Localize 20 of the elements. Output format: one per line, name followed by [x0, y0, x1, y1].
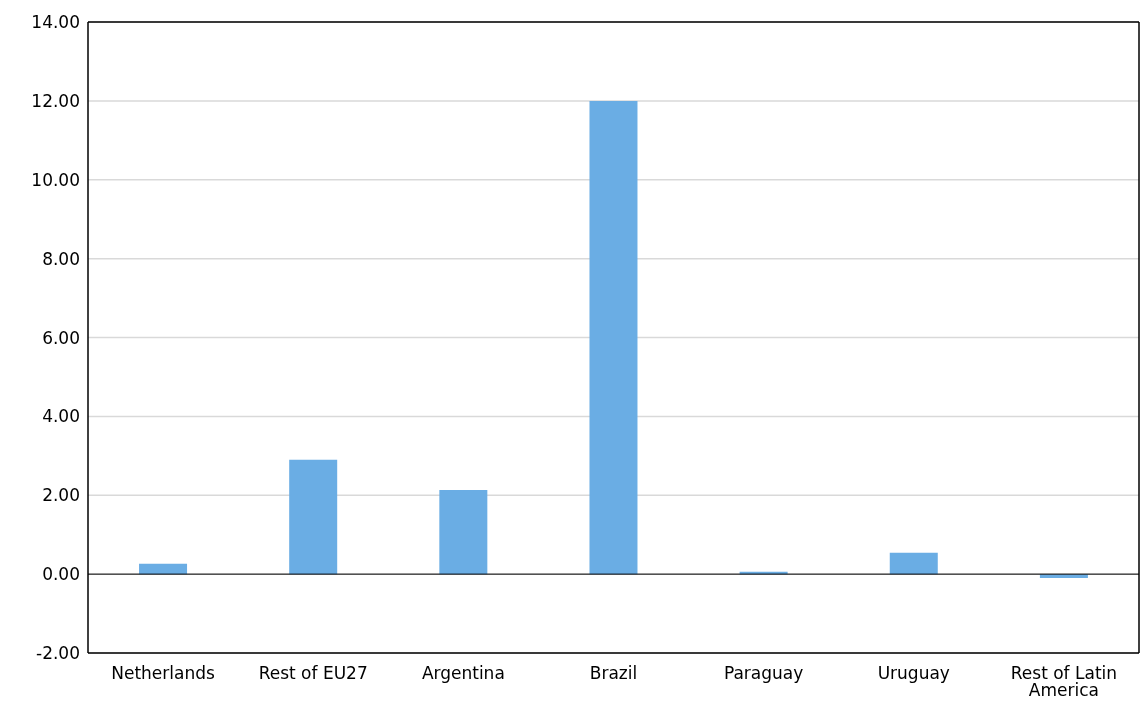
- x-tick-label: Paraguay: [723, 663, 804, 684]
- x-tick-label: Rest of Latin America: [1010, 663, 1118, 701]
- x-tick-label: Argentina: [421, 663, 505, 684]
- x-tick-label: Netherlands: [111, 663, 216, 684]
- y-tick-label: 4.00: [42, 406, 80, 427]
- bar: [289, 459, 338, 575]
- x-tick-label: Rest of EU27: [258, 663, 368, 684]
- x-tick-label: Uruguay: [877, 663, 950, 684]
- bar: [889, 552, 938, 575]
- y-tick-label: 6.00: [42, 327, 80, 348]
- x-tick-label: Brazil: [589, 663, 638, 684]
- y-tick-label: 8.00: [42, 248, 80, 269]
- y-tick-label: 2.00: [42, 485, 80, 506]
- y-tick-label: -2.00: [36, 643, 80, 664]
- y-tick-label: 0.00: [42, 564, 80, 585]
- y-tick-label: 14.00: [31, 12, 80, 33]
- y-tick-label: 12.00: [31, 90, 80, 111]
- y-tick-label: 10.00: [31, 169, 80, 190]
- bar: [439, 490, 488, 575]
- bar: [589, 100, 638, 575]
